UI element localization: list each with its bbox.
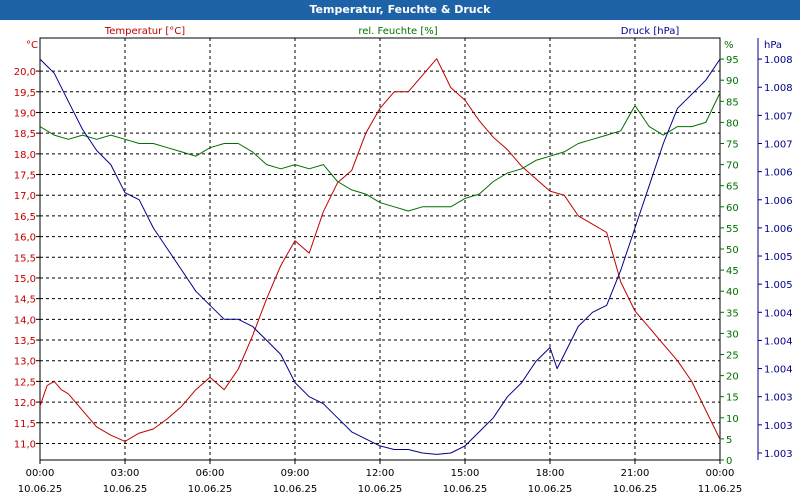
- x-tick-label-date: 10.06.25: [528, 484, 573, 495]
- x-tick-label-time: 03:00: [111, 468, 140, 479]
- temperature-tick-label: 20,0: [14, 67, 36, 78]
- pressure-axis: 1.003 1.003 1.003 1.004 1.004 1.004 1.005 1.005…: [757, 38, 793, 460]
- x-tick-label-date: 11.06.25: [698, 484, 743, 495]
- temperature-tick-label: 12,0: [14, 398, 36, 409]
- series-name-right: Druck [hPa]: [621, 26, 680, 37]
- humidity-tick-label: 90: [726, 76, 739, 87]
- temperature-tick-label: 18,0: [14, 150, 36, 161]
- x-tick-label-date: 10.06.25: [443, 484, 488, 495]
- temperature-tick-label: 13,0: [14, 357, 36, 368]
- humidity-tick-label: 60: [726, 203, 739, 214]
- temperature-tick-label: 15,0: [14, 274, 36, 285]
- x-tick-label-date: 10.06.25: [613, 484, 658, 495]
- humidity-tick-label: 80: [726, 118, 739, 129]
- temperature-tick-label: 16,0: [14, 233, 36, 244]
- humidity-tick-label: 15: [726, 393, 739, 404]
- series-name-middle: rel. Feuchte [%]: [358, 26, 437, 37]
- temperature-tick-label: 18,5: [14, 129, 36, 140]
- humidity-tick-label: 40: [726, 287, 739, 298]
- x-tick-label-time: 00:00: [706, 468, 735, 479]
- x-tick-label-date: 10.06.25: [103, 484, 148, 495]
- humidity-tick-label: 75: [726, 140, 739, 151]
- pressure-tick-label: 1.007: [764, 111, 793, 122]
- humidity-tick-label: 35: [726, 308, 739, 319]
- humidity-tick-label: 95: [726, 55, 739, 66]
- humidity-tick-label: 0: [726, 456, 732, 467]
- pressure-tick-label: 1.003: [764, 393, 793, 404]
- temperature-tick-label: 16,5: [14, 212, 36, 223]
- temperature-tick-label: 14,0: [14, 315, 36, 326]
- pressure-tick-label: 1.004: [764, 365, 793, 376]
- pressure-unit: hPa: [764, 40, 782, 51]
- humidity-tick-label: 85: [726, 97, 739, 108]
- grid-lines: [40, 38, 720, 460]
- humidity-tick-label: 50: [726, 245, 739, 256]
- pressure-tick-label: 1.007: [764, 140, 793, 151]
- series-line-left: [39, 58, 721, 442]
- temperature-tick-label: 17,5: [14, 171, 36, 182]
- series-line-right: [39, 58, 721, 455]
- temperature-tick-label: 17,0: [14, 191, 36, 202]
- x-tick-label-time: 12:00: [366, 468, 395, 479]
- temperature-axis: 11,0 11,5 12,0 12,5 13,0 13,5 14,0 14,5 15,0 15,5…: [14, 67, 40, 450]
- humidity-tick-label: 45: [726, 266, 739, 277]
- pressure-tick-label: 1.008: [764, 55, 793, 66]
- pressure-tick-label: 1.006: [764, 168, 793, 179]
- x-tick-label-time: 00:00: [26, 468, 55, 479]
- x-tick-label-time: 09:00: [281, 468, 310, 479]
- temperature-tick-label: 11,5: [14, 419, 36, 430]
- x-tick-label-time: 06:00: [196, 468, 225, 479]
- humidity-tick-label: 30: [726, 329, 739, 340]
- pressure-tick-label: 1.006: [764, 196, 793, 207]
- humidity-tick-label: 10: [726, 414, 739, 425]
- x-axis: 00:00 10.06.25 03:00 10.06.25 06:00 10.06.25 0…: [18, 460, 743, 495]
- x-tick-label-date: 10.06.25: [188, 484, 233, 495]
- humidity-tick-label: 20: [726, 372, 739, 383]
- humidity-tick-label: 55: [726, 224, 739, 235]
- pressure-tick-label: 1.005: [764, 280, 793, 291]
- temperature-tick-label: 14,5: [14, 295, 36, 306]
- temperature-tick-label: 15,5: [14, 253, 36, 264]
- temperature-tick-label: 19,0: [14, 108, 36, 119]
- pressure-tick-label: 1.003: [764, 421, 793, 432]
- pressure-tick-label: 1.004: [764, 336, 793, 347]
- humidity-tick-label: 70: [726, 161, 739, 172]
- humidity-tick-label: 25: [726, 351, 739, 362]
- x-tick-label-date: 10.06.25: [358, 484, 403, 495]
- temperature-tick-label: 19,5: [14, 88, 36, 99]
- x-tick-label-time: 21:00: [621, 468, 650, 479]
- humidity-unit: %: [724, 40, 734, 51]
- pressure-tick-label: 1.008: [764, 83, 793, 94]
- temperature-tick-label: 12,5: [14, 377, 36, 388]
- temperature-tick-label: 13,5: [14, 336, 36, 347]
- x-tick-label-date: 10.06.25: [273, 484, 318, 495]
- series-name-left: Temperatur [°C]: [104, 26, 185, 37]
- humidity-tick-label: 65: [726, 182, 739, 193]
- humidity-axis: 0 5 10 15 20 25 30 35 40 45 50 55 60 65 70 75 80 85 90 95: [720, 55, 739, 467]
- x-tick-label-date: 10.06.25: [18, 484, 63, 495]
- series-lines: [39, 58, 721, 455]
- x-tick-label-time: 15:00: [451, 468, 480, 479]
- x-tick-label-time: 18:00: [536, 468, 565, 479]
- axis-headers: °C% hPa Temperatur [°C] rel. Feuchte [%] Dru…: [26, 26, 782, 51]
- chart-title: Temperatur, Feuchte & Druck: [0, 0, 800, 20]
- series-line-middle: [39, 92, 721, 212]
- pressure-tick-label: 1.004: [764, 308, 793, 319]
- pressure-tick-label: 1.005: [764, 252, 793, 263]
- pressure-tick-label: 1.006: [764, 224, 793, 235]
- temperature-unit: °C: [26, 40, 38, 51]
- temperature-tick-label: 11,0: [14, 439, 36, 450]
- pressure-tick-label: 1.003: [764, 449, 793, 460]
- humidity-tick-label: 5: [726, 435, 732, 446]
